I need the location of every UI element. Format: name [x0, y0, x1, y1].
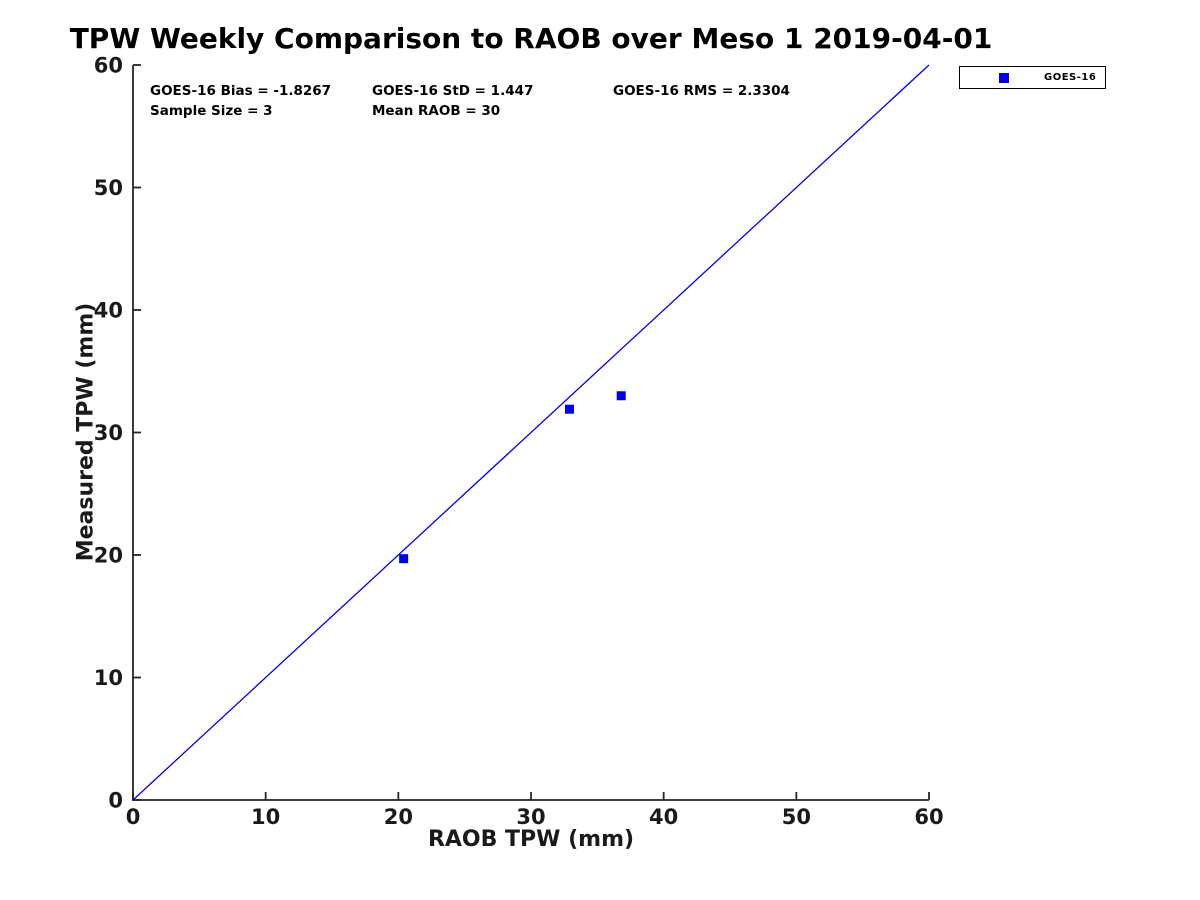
- x-tick-label: 10: [251, 805, 280, 829]
- y-tick-label: 40: [94, 299, 123, 323]
- y-tick-label: 50: [94, 176, 123, 200]
- data-point-marker: [616, 391, 626, 401]
- legend-square-marker-icon: [999, 73, 1009, 83]
- y-tick-label: 30: [94, 421, 123, 445]
- x-tick-label: 60: [914, 805, 943, 829]
- chart-title: TPW Weekly Comparison to RAOB over Meso …: [69, 22, 993, 55]
- legend-series-label: GOES-16: [1044, 72, 1097, 83]
- x-tick-label: 0: [126, 805, 141, 829]
- x-tick-label: 50: [782, 805, 811, 829]
- stat-mean-raob: Mean RAOB = 30: [372, 103, 501, 119]
- x-tick-label: 40: [649, 805, 678, 829]
- y-tick-label: 0: [108, 789, 123, 813]
- x-tick-label: 30: [516, 805, 545, 829]
- stat-rms: GOES-16 RMS = 2.3304: [613, 83, 790, 99]
- stat-std: GOES-16 StD = 1.447: [372, 83, 534, 99]
- y-tick-label: 10: [94, 666, 123, 690]
- x-tick-label: 20: [384, 805, 413, 829]
- identity-line: [132, 64, 930, 801]
- data-point-marker: [399, 554, 409, 564]
- y-tick-label: 60: [94, 54, 123, 78]
- data-point-marker: [564, 404, 574, 414]
- stat-sample-size: Sample Size = 3: [150, 103, 273, 119]
- stat-bias: GOES-16 Bias = -1.8267: [150, 83, 332, 99]
- x-axis-label: RAOB TPW (mm): [427, 827, 635, 852]
- y-tick-label: 20: [94, 544, 123, 568]
- y-axis-label: Measured TPW (mm): [73, 302, 99, 562]
- legend: GOES-16: [959, 66, 1106, 89]
